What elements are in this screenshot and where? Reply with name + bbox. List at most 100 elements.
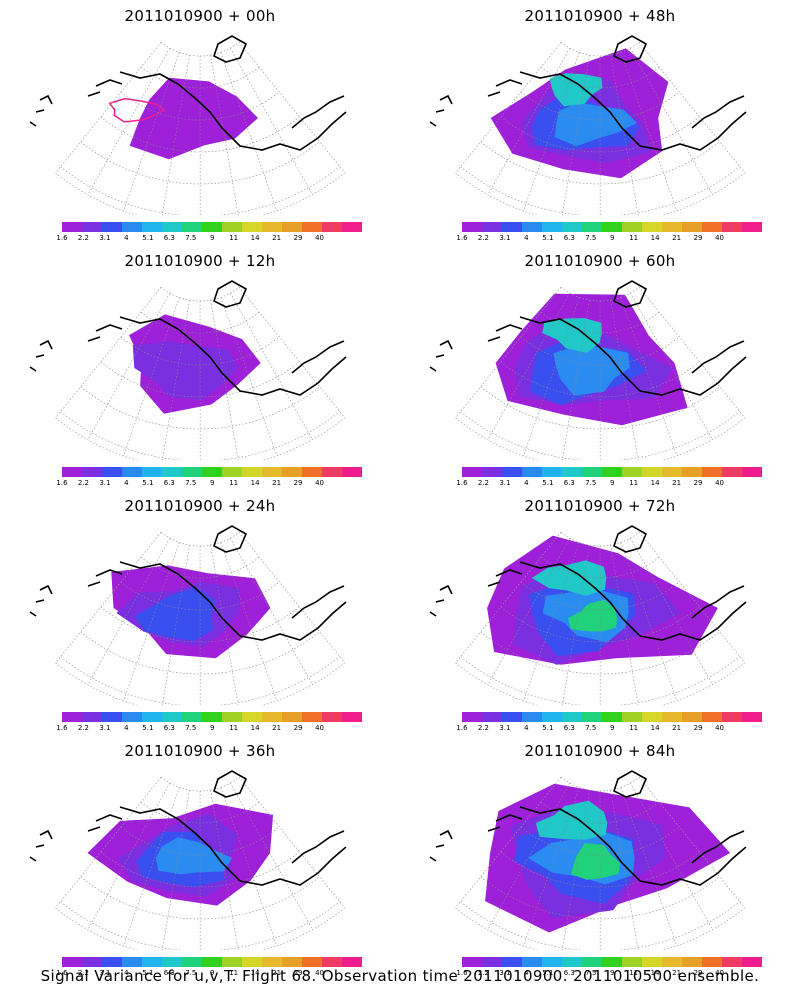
- colorbar-tick-label: 2.2: [477, 724, 490, 732]
- colorbar-swatch: [342, 957, 362, 967]
- colorbar-tick-label: 4: [124, 969, 129, 977]
- colorbar-swatch: [602, 222, 622, 232]
- colorbar-swatch: [702, 222, 722, 232]
- colorbar-swatch: [142, 957, 162, 967]
- colorbar-swatch: [722, 712, 742, 722]
- colorbar-tick-label: 21: [272, 724, 282, 732]
- colorbar-tick-label: 29: [293, 479, 303, 487]
- colorbar-swatch: [462, 467, 482, 477]
- colorbar-swatch: [162, 957, 182, 967]
- colorbar-swatch: [582, 467, 602, 477]
- colorbar-tick-label: 40: [715, 234, 724, 242]
- colorbar-swatch: [82, 467, 102, 477]
- map-frame: [455, 531, 746, 705]
- colorbar-swatch: [722, 467, 742, 477]
- colorbar-swatch: [502, 957, 522, 967]
- colorbar-swatch: [642, 957, 662, 967]
- colorbar: [462, 222, 762, 232]
- variance-field: [490, 48, 669, 179]
- panel-title: 2011010900 + 72h: [524, 497, 676, 515]
- colorbar-tick-label: 2.2: [477, 479, 490, 487]
- colorbar-tick-label: 40: [315, 724, 324, 732]
- colorbar-swatch: [242, 712, 262, 722]
- colorbar-swatch: [62, 222, 82, 232]
- colorbar-tick-label: 5.1: [142, 969, 154, 977]
- colorbar-swatch: [222, 712, 242, 722]
- colorbar-labels: 1.6 2.2 3.1 4 5.1 6.3 7.5 9 11 14 21 29 40: [52, 724, 372, 734]
- forecast-panel: 2011010900 + 60h 1.6 2.2 3.1 4 5.1 6.3 7.5 9 11 14…: [400, 245, 800, 490]
- colorbar-tick-label: 3.1: [99, 969, 111, 977]
- polar-map: [429, 770, 747, 950]
- colorbar: [462, 467, 762, 477]
- colorbar-tick-label: 7.5: [185, 234, 197, 242]
- colorbar-swatch: [342, 712, 362, 722]
- colorbar-tick-label: 1.6: [456, 479, 468, 487]
- colorbar-tick-label: 9: [609, 234, 615, 242]
- forecast-panel: 2011010900 + 00h 1.6 2.2 3.1 4 5.1 6.3 7.5 9 11 14…: [0, 0, 400, 245]
- colorbar-swatch: [522, 467, 542, 477]
- coastline: [29, 770, 347, 886]
- colorbar-swatch: [262, 222, 282, 232]
- variance-field: [111, 565, 271, 659]
- colorbar-tick-label: 6.3: [563, 234, 575, 242]
- colorbar-swatch: [582, 957, 602, 967]
- coastline: [429, 525, 747, 641]
- map-frame: [455, 776, 746, 950]
- panel-title: 2011010900 + 36h: [124, 742, 276, 760]
- colorbar-tick-label: 40: [315, 969, 324, 977]
- colorbar-swatch: [602, 712, 622, 722]
- colorbar-swatch: [702, 467, 722, 477]
- colorbar-swatch: [642, 467, 662, 477]
- colorbar-swatch: [82, 957, 102, 967]
- graticule: [60, 47, 340, 215]
- colorbar-swatch: [242, 467, 262, 477]
- colorbar-tick-label: 1.6: [56, 479, 68, 487]
- colorbar-swatch: [522, 712, 542, 722]
- coastline: [29, 280, 347, 396]
- colorbar-swatch: [222, 467, 242, 477]
- colorbar-swatch: [722, 957, 742, 967]
- colorbar-swatch: [602, 957, 622, 967]
- colorbar-swatch: [562, 712, 582, 722]
- colorbar-tick-label: 29: [293, 969, 303, 977]
- colorbar-tick-label: 21: [672, 479, 682, 487]
- colorbar: [62, 712, 362, 722]
- colorbar-tick-label: 3.1: [499, 479, 511, 487]
- colorbar-tick-label: 14: [650, 479, 660, 487]
- colorbar-tick-label: 14: [650, 234, 660, 242]
- polar-map: [429, 35, 747, 215]
- colorbar-swatch: [102, 467, 122, 477]
- colorbar-tick-label: 2.2: [77, 234, 90, 242]
- colorbar: [62, 467, 362, 477]
- colorbar-tick-label: 1.6: [56, 234, 68, 242]
- colorbar-tick-label: 14: [250, 969, 260, 977]
- colorbar: [462, 712, 762, 722]
- colorbar-swatch: [622, 222, 642, 232]
- polar-map: [29, 770, 347, 950]
- map-frame: [455, 41, 746, 215]
- colorbar-tick-label: 6.3: [163, 969, 175, 977]
- colorbar-swatch: [202, 957, 222, 967]
- colorbar-tick-label: 21: [672, 724, 682, 732]
- colorbar-labels: 1.6 2.2 3.1 4 5.1 6.3 7.5 9 11 14 21 29 40: [52, 969, 372, 979]
- colorbar-swatch: [702, 712, 722, 722]
- colorbar-swatch: [742, 957, 762, 967]
- colorbar-swatch: [742, 712, 762, 722]
- colorbar-swatch: [502, 222, 522, 232]
- colorbar-tick-label: 1.6: [56, 724, 68, 732]
- polar-map: [29, 35, 347, 215]
- coastline: [29, 35, 347, 151]
- colorbar-tick-label: 3.1: [99, 234, 111, 242]
- colorbar-swatch: [62, 467, 82, 477]
- colorbar-tick-label: 40: [315, 234, 324, 242]
- colorbar-tick-label: 1.6: [456, 234, 468, 242]
- colorbar-tick-label: 7.5: [585, 479, 597, 487]
- colorbar-swatch: [662, 222, 682, 232]
- colorbar-swatch: [482, 957, 502, 967]
- colorbar-swatch: [122, 957, 142, 967]
- colorbar-tick-label: 9: [209, 234, 215, 242]
- panel-title: 2011010900 + 48h: [524, 7, 676, 25]
- forecast-panel: 2011010900 + 72h 1.6 2.2 3.1 4 5.1 6.3 7.5 9 11 14…: [400, 490, 800, 735]
- colorbar-swatch: [302, 467, 322, 477]
- colorbar-swatch: [202, 712, 222, 722]
